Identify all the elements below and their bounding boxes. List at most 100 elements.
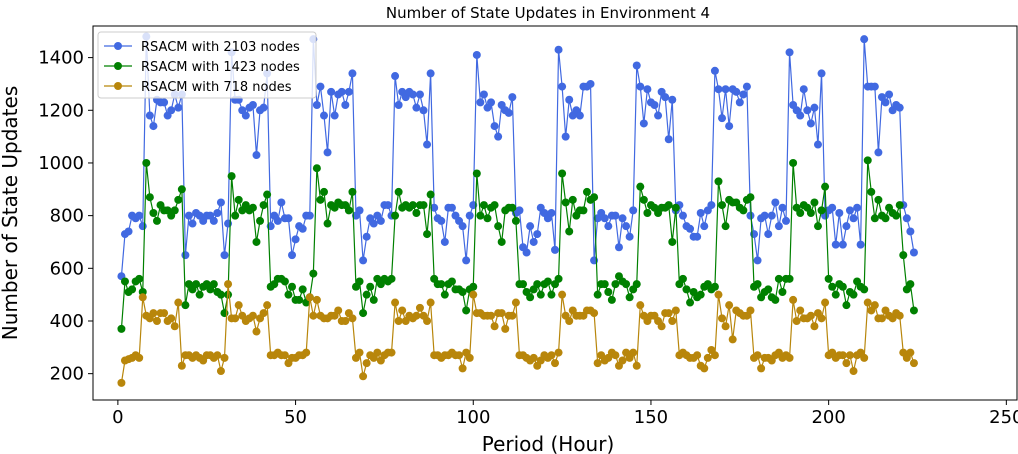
data-point <box>579 206 588 215</box>
data-point <box>614 243 623 252</box>
data-point <box>252 151 261 160</box>
data-point <box>565 95 574 104</box>
data-point <box>881 214 890 223</box>
x-axis: 0 50 100 150 200 250 <box>112 400 1018 428</box>
series-1 <box>117 32 918 281</box>
data-point <box>170 322 179 331</box>
data-point <box>817 314 826 323</box>
data-point <box>120 277 129 286</box>
data-point <box>842 359 851 368</box>
data-point <box>796 209 805 217</box>
data-point <box>686 224 695 233</box>
data-point <box>838 240 847 249</box>
data-point <box>128 285 137 294</box>
data-point <box>746 211 755 220</box>
data-point <box>455 351 464 360</box>
data-point <box>341 316 350 325</box>
data-point <box>636 301 645 310</box>
data-point <box>167 314 176 323</box>
data-point <box>838 351 847 360</box>
data-point <box>828 203 837 212</box>
data-point <box>838 282 847 291</box>
data-point <box>355 277 364 286</box>
data-point <box>181 301 190 310</box>
data-point <box>362 359 371 368</box>
data-point <box>181 251 190 260</box>
data-point <box>753 280 762 289</box>
data-point <box>423 316 432 325</box>
data-point <box>821 182 830 191</box>
data-point <box>359 256 368 265</box>
data-point <box>465 211 474 220</box>
data-point <box>789 295 798 304</box>
data-point <box>582 187 591 196</box>
data-point <box>252 327 261 336</box>
data-point <box>771 295 780 304</box>
data-point <box>316 195 325 204</box>
data-point <box>735 98 744 107</box>
data-point <box>497 237 506 246</box>
data-point <box>160 98 169 107</box>
data-point <box>554 348 563 357</box>
data-point <box>728 335 737 344</box>
data-point <box>462 306 471 315</box>
x-tick-label: 250 <box>989 407 1018 428</box>
data-point <box>870 301 879 310</box>
data-point <box>867 187 876 196</box>
data-point <box>309 269 318 278</box>
data-point <box>789 158 798 167</box>
series-3 <box>117 280 918 387</box>
data-point <box>767 211 776 220</box>
data-point <box>234 301 243 310</box>
data-point <box>547 290 556 299</box>
data-point <box>678 274 687 283</box>
data-point <box>721 85 730 94</box>
data-point <box>479 90 488 99</box>
data-point <box>387 274 396 283</box>
data-point <box>188 219 197 228</box>
data-point <box>312 101 321 110</box>
data-point <box>725 122 734 131</box>
data-point <box>806 209 815 217</box>
data-point <box>383 201 392 210</box>
data-point <box>721 222 730 231</box>
data-point <box>845 206 854 215</box>
data-point <box>177 361 186 370</box>
data-point <box>590 309 599 318</box>
data-point <box>785 274 794 283</box>
data-point <box>369 295 378 304</box>
data-point <box>419 106 428 115</box>
data-point <box>259 309 268 318</box>
data-point <box>447 277 456 286</box>
data-point <box>330 111 339 120</box>
data-point <box>387 348 396 357</box>
data-point <box>316 82 325 91</box>
data-point <box>135 211 144 220</box>
data-point <box>643 209 652 217</box>
data-point <box>813 222 822 231</box>
data-point <box>490 322 499 331</box>
data-point <box>263 301 272 310</box>
data-point <box>465 353 474 362</box>
data-point <box>458 364 467 373</box>
data-point <box>906 280 915 289</box>
data-point <box>519 280 528 289</box>
data-point <box>362 232 371 241</box>
data-point <box>842 222 851 231</box>
data-point <box>700 364 709 373</box>
data-point <box>909 359 918 368</box>
data-point <box>710 66 719 75</box>
legend-marker <box>114 62 122 70</box>
data-point <box>341 101 350 110</box>
data-point <box>806 119 815 128</box>
data-point <box>280 277 289 286</box>
data-point <box>529 237 538 246</box>
data-point <box>639 195 648 204</box>
data-point <box>643 85 652 94</box>
data-point <box>344 87 353 96</box>
data-point <box>874 195 883 204</box>
data-point <box>412 103 421 112</box>
data-point <box>565 316 574 325</box>
data-point <box>209 280 218 289</box>
data-point <box>664 201 673 210</box>
